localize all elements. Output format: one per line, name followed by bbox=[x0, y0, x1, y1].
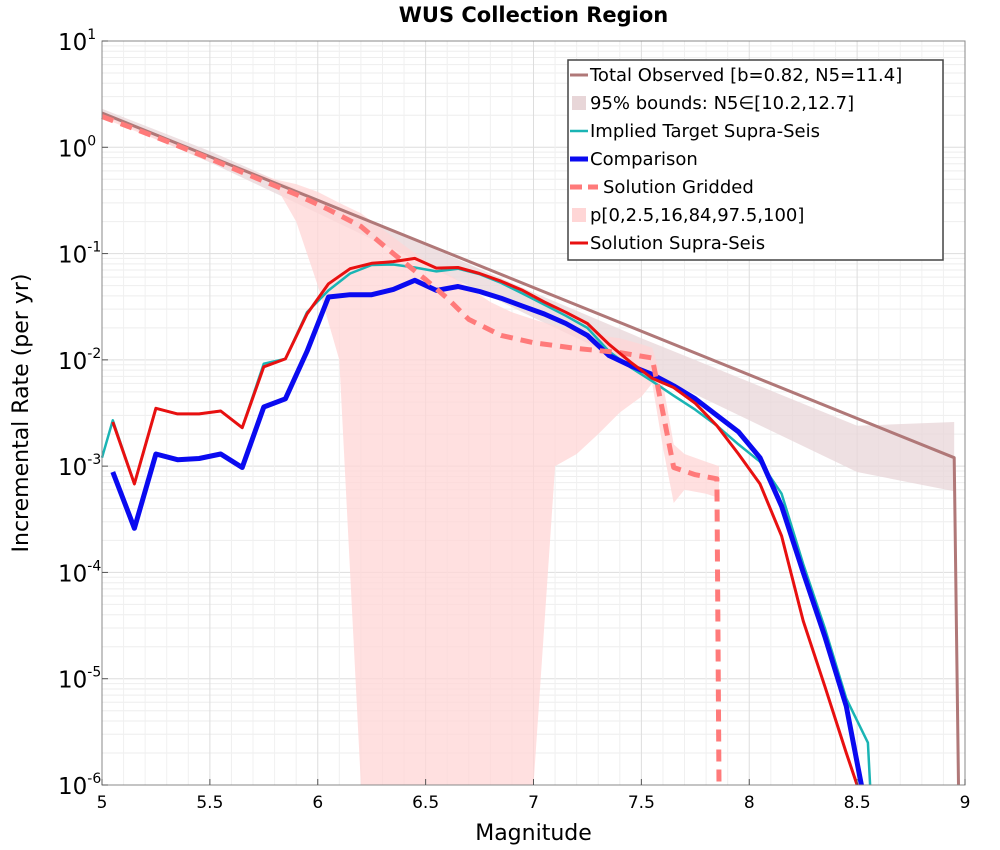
x-tick-label: 9 bbox=[960, 793, 971, 813]
x-axis-label: Magnitude bbox=[475, 821, 592, 846]
legend-label-3: Comparison bbox=[590, 149, 698, 170]
legend-label-2: Implied Target Supra-Seis bbox=[590, 121, 820, 142]
legend-label-6: Solution Supra-Seis bbox=[590, 233, 765, 254]
legend: Total Observed [b=0.82, N5=11.4] 95% boun… bbox=[567, 59, 944, 261]
legend-swatch-5 bbox=[572, 208, 586, 222]
y-tick-label: 100 bbox=[58, 133, 96, 162]
x-tick-label: 5 bbox=[97, 793, 108, 813]
y-tick-label: 101 bbox=[58, 27, 96, 56]
series-line-3 bbox=[101, 114, 722, 786]
series-line-4 bbox=[111, 256, 859, 786]
legend-box bbox=[567, 59, 944, 261]
x-tick-label: 6.5 bbox=[412, 793, 439, 813]
series-lines bbox=[100, 111, 960, 786]
legend-label-5: p[0,2.5,16,84,97.5,100] bbox=[590, 205, 804, 226]
x-tick-label: 7 bbox=[528, 793, 539, 813]
y-tick-label: 10-4 bbox=[58, 558, 101, 587]
x-tick-label: 8 bbox=[744, 793, 755, 813]
y-tick-label: 10-6 bbox=[58, 771, 101, 800]
x-tick-label: 7.5 bbox=[628, 793, 655, 813]
axis-ticks: 5 5.5 6 6.5 7 7.5 8 8.5 9 10-6 10-5 10-4 10-3 10-2 10-… bbox=[58, 27, 970, 813]
x-tick-label: 5.5 bbox=[196, 793, 223, 813]
y-axis-label: Incremental Rate (per yr) bbox=[9, 274, 34, 553]
y-tick-label: 10-2 bbox=[58, 346, 101, 375]
chart-title: WUS Collection Region bbox=[399, 3, 669, 27]
series-line-2 bbox=[110, 277, 864, 786]
legend-swatch-1 bbox=[572, 96, 586, 110]
series-line-0 bbox=[101, 111, 960, 786]
legend-label-1: 95% bounds: N5∈[10.2,12.7] bbox=[590, 93, 854, 114]
y-tick-label: 10-1 bbox=[58, 240, 101, 269]
y-tick-label: 10-3 bbox=[58, 452, 101, 481]
band-1 bbox=[102, 115, 719, 786]
x-tick-label: 8.5 bbox=[844, 793, 871, 813]
x-tick-label: 6 bbox=[312, 793, 323, 813]
legend-label-0: Total Observed [b=0.82, N5=11.4] bbox=[589, 65, 902, 86]
legend-label-4: Solution Gridded bbox=[603, 177, 754, 198]
y-tick-label: 10-5 bbox=[58, 665, 101, 694]
